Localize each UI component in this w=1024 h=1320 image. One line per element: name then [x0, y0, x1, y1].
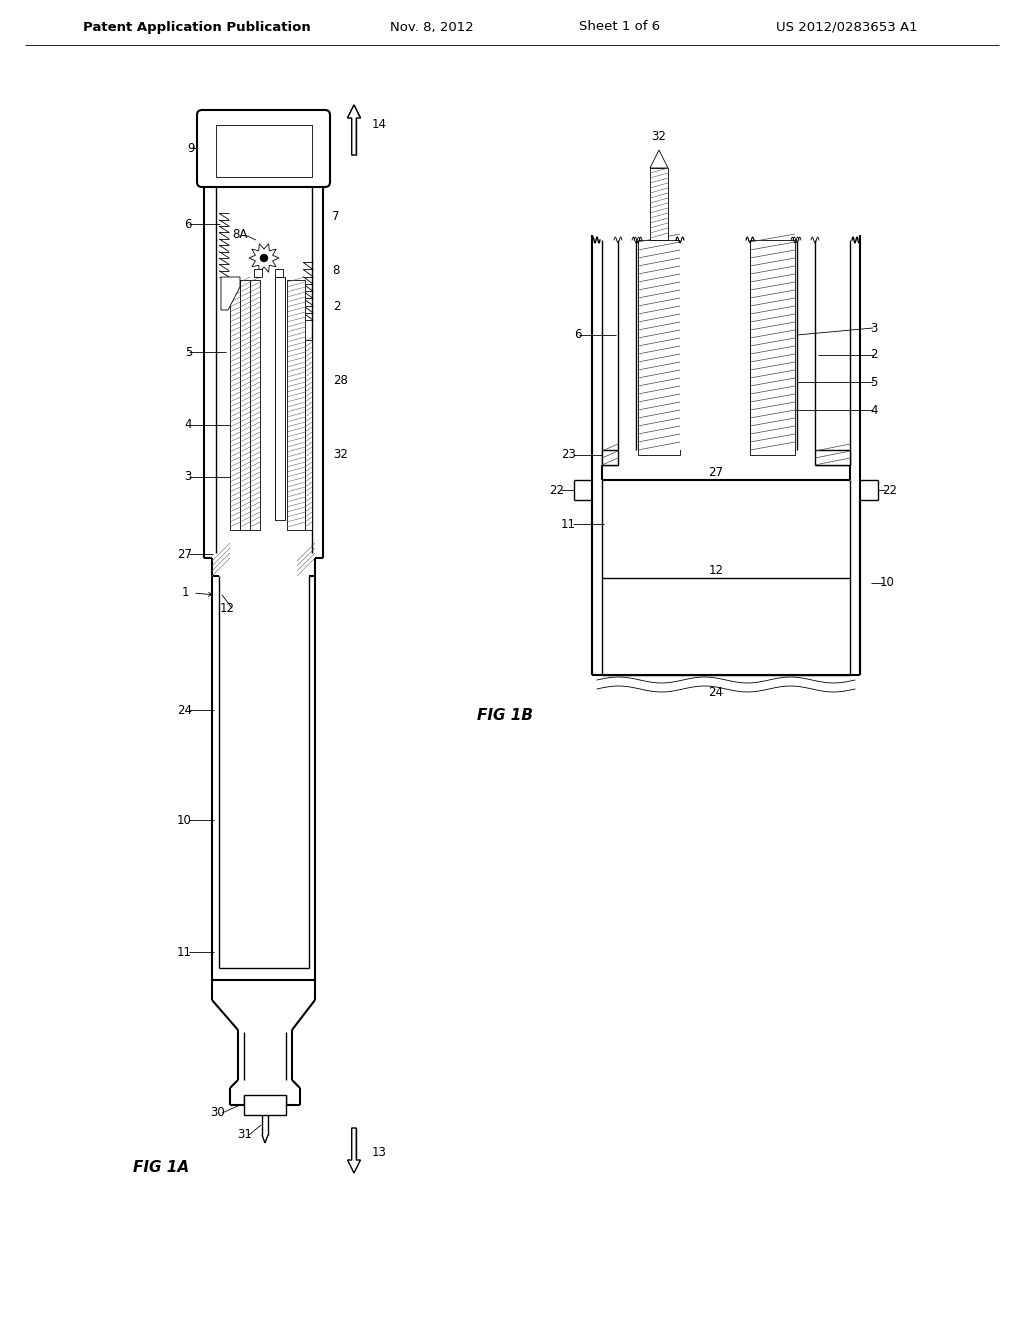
FancyBboxPatch shape — [197, 110, 330, 187]
Bar — [275, 277, 285, 520]
Bar — [650, 168, 668, 240]
Text: 13: 13 — [372, 1146, 387, 1159]
Bar — [287, 280, 305, 531]
Bar — [240, 280, 250, 531]
Polygon shape — [650, 150, 668, 168]
Text: US 2012/0283653 A1: US 2012/0283653 A1 — [776, 21, 918, 33]
Text: 8: 8 — [332, 264, 339, 276]
Bar — [750, 240, 795, 455]
Text: 5: 5 — [184, 346, 193, 359]
Text: 30: 30 — [210, 1106, 225, 1119]
Text: 22: 22 — [549, 483, 564, 496]
Text: 27: 27 — [709, 466, 724, 479]
Text: 24: 24 — [709, 686, 724, 700]
Text: Patent Application Publication: Patent Application Publication — [83, 21, 311, 33]
Polygon shape — [221, 277, 240, 310]
Polygon shape — [347, 1129, 360, 1173]
Text: 3: 3 — [184, 470, 193, 483]
Text: 11: 11 — [561, 517, 575, 531]
Text: FIG 1A: FIG 1A — [133, 1159, 189, 1175]
Bar — [230, 280, 240, 531]
Text: Nov. 8, 2012: Nov. 8, 2012 — [390, 21, 474, 33]
Text: 24: 24 — [177, 704, 193, 717]
Bar — [254, 269, 262, 277]
Text: 8A: 8A — [232, 228, 248, 242]
Text: 32: 32 — [333, 449, 348, 462]
Text: FIG 1B: FIG 1B — [477, 708, 534, 722]
Text: 6: 6 — [184, 218, 193, 231]
Text: 6: 6 — [574, 329, 582, 342]
Text: 5: 5 — [870, 375, 878, 388]
Bar — [305, 341, 312, 531]
Text: 32: 32 — [651, 131, 667, 144]
Text: 1: 1 — [181, 586, 189, 599]
Text: 11: 11 — [177, 945, 193, 958]
Circle shape — [260, 255, 267, 261]
Text: 4: 4 — [870, 404, 878, 417]
Text: 27: 27 — [177, 548, 193, 561]
Text: 4: 4 — [184, 418, 193, 432]
Text: 28: 28 — [333, 374, 348, 387]
Text: 14: 14 — [372, 119, 387, 132]
Bar — [602, 450, 618, 465]
Bar — [680, 238, 750, 450]
Text: 31: 31 — [238, 1129, 252, 1142]
Text: Sheet 1 of 6: Sheet 1 of 6 — [580, 21, 660, 33]
Text: 10: 10 — [880, 577, 895, 590]
Bar — [244, 1096, 286, 1115]
Text: 7: 7 — [332, 210, 340, 223]
Bar — [815, 450, 850, 465]
Polygon shape — [347, 106, 360, 154]
Text: 23: 23 — [561, 449, 575, 462]
Text: 2: 2 — [333, 301, 341, 314]
Bar — [250, 280, 260, 531]
Text: 22: 22 — [882, 483, 897, 496]
Text: 12: 12 — [220, 602, 234, 615]
Polygon shape — [249, 244, 279, 272]
Text: 2: 2 — [870, 348, 878, 362]
Bar — [275, 269, 283, 277]
Text: 12: 12 — [709, 564, 724, 577]
Text: 10: 10 — [177, 813, 193, 826]
Bar — [638, 240, 680, 455]
Text: 9: 9 — [187, 141, 195, 154]
Text: 3: 3 — [870, 322, 878, 334]
Bar — [216, 125, 312, 177]
